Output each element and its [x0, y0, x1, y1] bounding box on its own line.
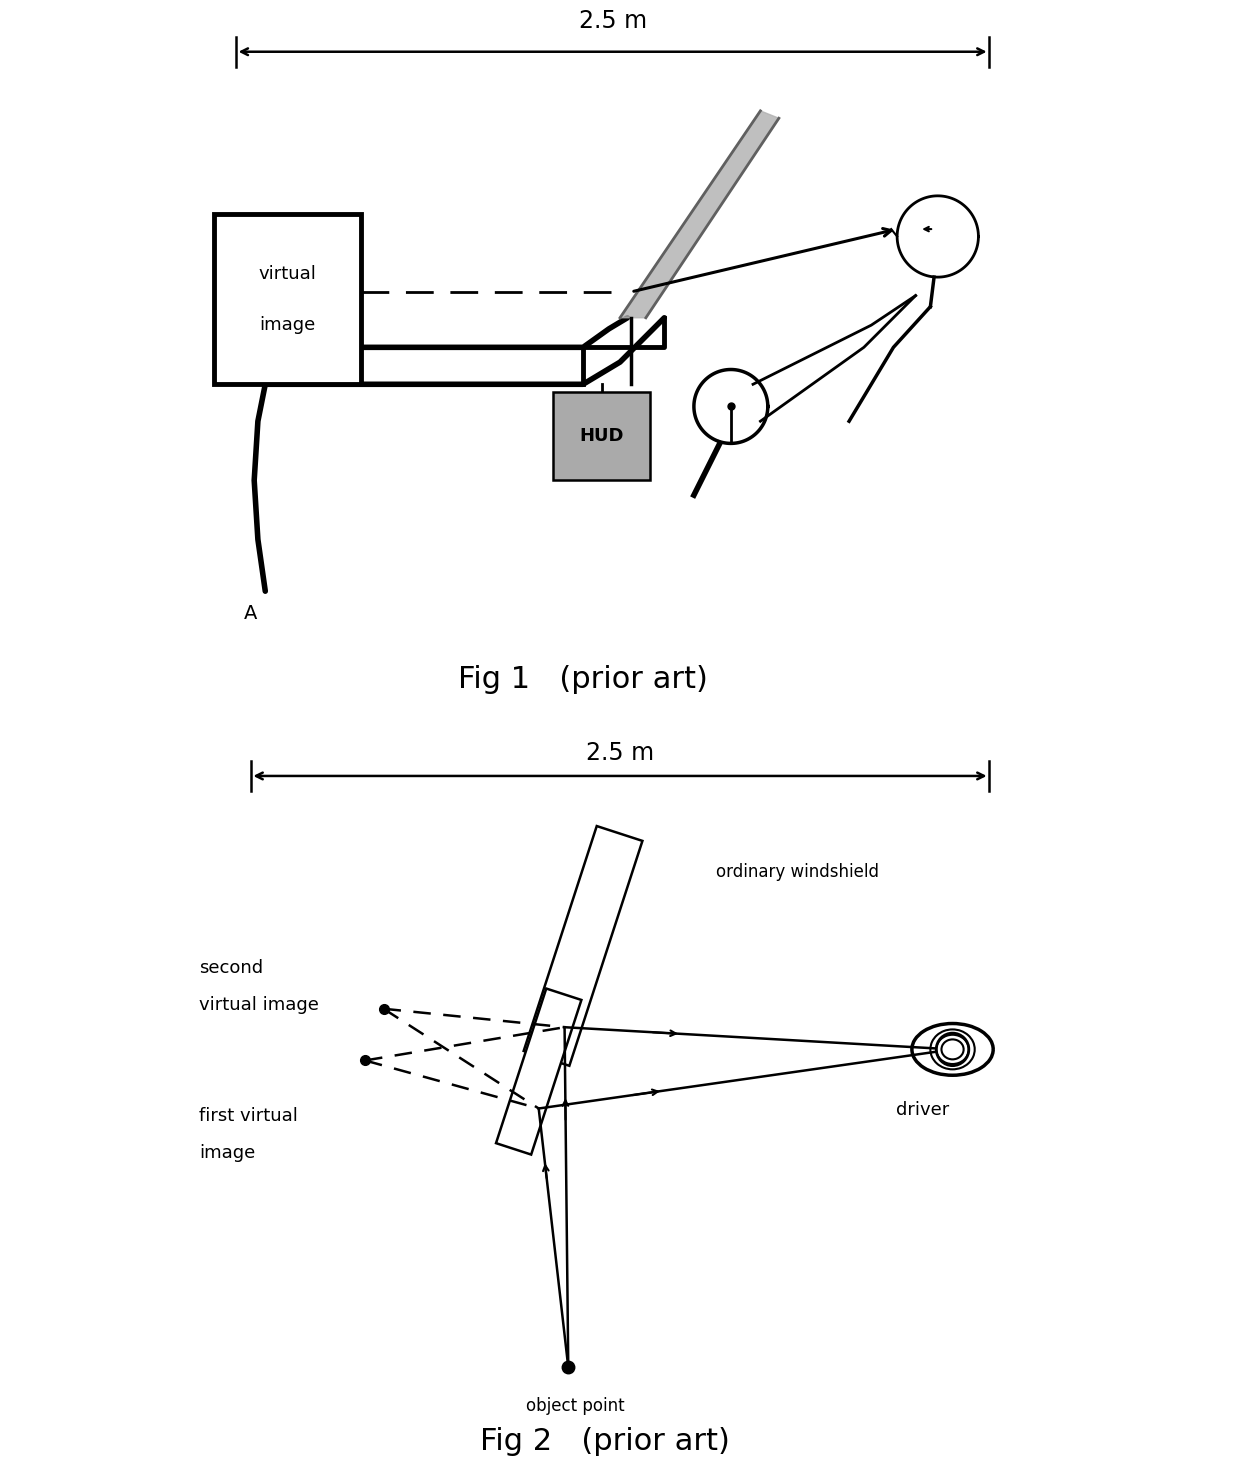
- Text: object point: object point: [526, 1397, 625, 1414]
- Bar: [553, 392, 650, 480]
- Text: Fig 2   (prior art): Fig 2 (prior art): [480, 1426, 730, 1456]
- Polygon shape: [496, 989, 582, 1154]
- Text: virtual image: virtual image: [198, 996, 319, 1014]
- Text: HUD: HUD: [579, 427, 624, 445]
- Text: 2.5 m: 2.5 m: [579, 9, 647, 33]
- Text: ordinary windshield: ordinary windshield: [715, 863, 879, 881]
- Text: Fig 1   (prior art): Fig 1 (prior art): [458, 665, 708, 695]
- Text: second: second: [198, 959, 263, 977]
- Polygon shape: [523, 826, 642, 1066]
- Polygon shape: [620, 111, 779, 318]
- Text: image: image: [198, 1144, 255, 1162]
- Text: virtual: virtual: [258, 265, 316, 282]
- Text: 2.5 m: 2.5 m: [587, 740, 653, 764]
- Bar: [213, 214, 361, 384]
- Text: driver: driver: [897, 1101, 950, 1119]
- Text: image: image: [259, 316, 315, 334]
- Circle shape: [936, 1033, 968, 1066]
- Circle shape: [936, 1033, 968, 1066]
- Text: A: A: [244, 605, 257, 622]
- Text: first virtual: first virtual: [198, 1107, 298, 1125]
